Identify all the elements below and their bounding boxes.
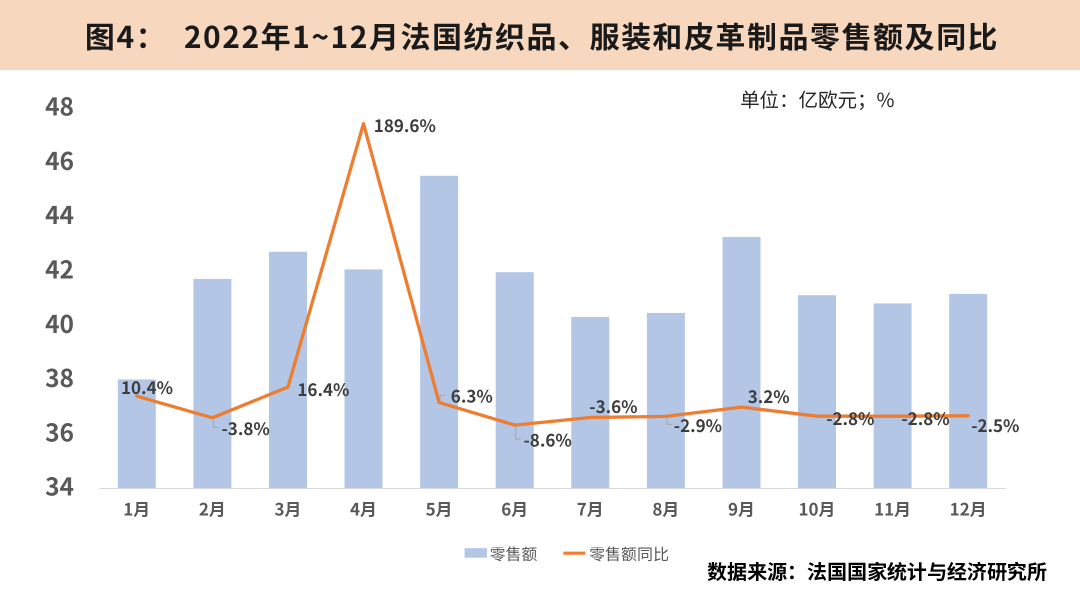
y-tick-38: 38 [45,360,74,395]
y-tick-42: 42 [45,252,74,287]
data-label-1月: 10.4% [121,374,173,399]
bar-12月 [949,293,988,488]
x-tick-7月: 7月 [577,495,604,520]
data-label-12月: -2.5% [971,412,1019,437]
x-tick-2月: 2月 [199,495,226,520]
data-label-11月: -2.8% [901,405,949,430]
legend-line-label: 零售额同比 [589,541,669,565]
x-tick-4月: 4月 [350,495,377,520]
bar-9月 [722,236,761,488]
bar-series [117,175,988,489]
data-label-10月: -2.8% [826,405,874,430]
bar-3月 [269,251,307,488]
leader-5月 [439,394,446,401]
data-label-6月: -8.6% [524,427,572,452]
x-tick-1月: 1月 [123,495,150,520]
x-tick-6月: 6月 [501,495,528,520]
unit-note: 单位：亿欧元；% [740,87,894,111]
data-label-4月: 189.6% [374,112,436,137]
data-label-leader-lines [212,394,672,440]
data-label-7月: -3.6% [589,393,637,418]
leader-6月 [515,427,521,440]
x-tick-11月: 11月 [874,495,911,520]
unit-note-percent: % [876,84,895,113]
y-tick-34: 34 [45,469,74,504]
source-note: 数据来源：法国国家统计与经济研究所 [707,556,1047,585]
x-tick-5月: 5月 [426,495,453,520]
y-tick-36: 36 [45,414,74,449]
unit-note-text: 单位：亿欧元； [740,84,877,113]
bar-7月 [571,317,610,488]
y-tick-48: 48 [45,89,74,124]
x-tick-10月: 10月 [799,495,836,520]
leader-8月 [666,418,672,425]
data-label-9月: 3.2% [748,383,790,408]
legend-bar-swatch [464,548,487,558]
bar-10月 [798,295,836,488]
data-label-2月: -3.8% [222,415,270,440]
bar-11月 [873,303,912,488]
chart-title: 图4： 2022年1~12月法国纺织品、服装和皮革制品零售额及同比 [85,13,999,57]
data-label-8月: -2.9% [674,412,722,437]
x-tick-9月: 9月 [728,495,755,520]
y-axis-tick-labels: 34 36 38 40 42 44 46 48 [45,89,74,504]
bar-5月 [420,175,459,489]
y-tick-40: 40 [45,306,74,341]
legend-bar-label: 零售额 [490,541,538,565]
bar-2月 [193,278,232,488]
x-tick-8月: 8月 [652,495,679,520]
data-label-5月: 6.3% [451,383,493,408]
y-tick-44: 44 [45,197,74,232]
x-axis-tick-labels: 1月 2月 3月 4月 5月 6月 7月 8月 9月 10月 11月 12月 [123,495,986,520]
legend: 零售额 零售额同比 [464,541,669,565]
bar-4月 [344,269,383,488]
leader-2月 [212,419,219,428]
x-tick-12月: 12月 [950,495,987,520]
data-label-3月: 16.4% [297,376,349,401]
x-tick-3月: 3月 [274,495,301,520]
bar-8月 [646,312,685,488]
title-bar: 图4： 2022年1~12月法国纺织品、服装和皮革制品零售额及同比 [0,0,1080,70]
y-tick-46: 46 [45,143,74,178]
line-series [135,122,970,427]
line-data-labels: 10.4% -3.8% 16.4% 189.6% 6.3% -8.6% -3.6% -2.9%… [121,112,1019,452]
bar-6月 [495,272,534,488]
